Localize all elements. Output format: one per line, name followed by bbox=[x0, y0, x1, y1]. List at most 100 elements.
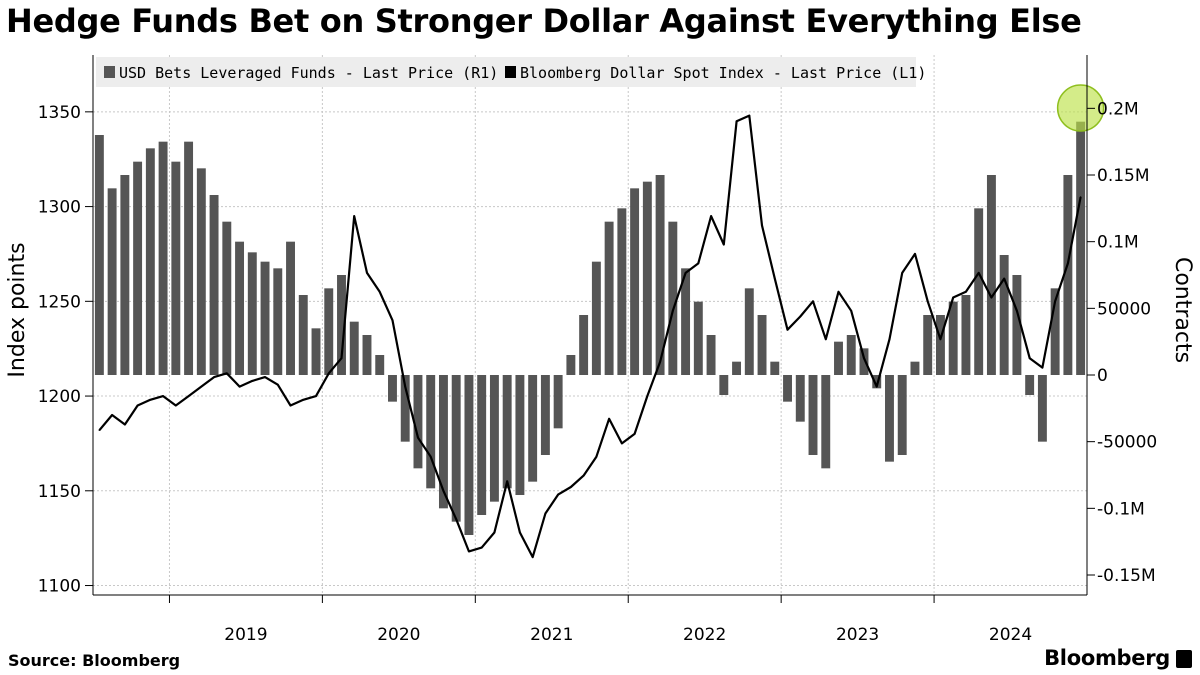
bar bbox=[388, 375, 397, 402]
highlight-circle bbox=[1056, 84, 1105, 132]
highlight-layer bbox=[1056, 84, 1105, 132]
bar bbox=[923, 315, 933, 375]
bar bbox=[133, 161, 143, 375]
line-point bbox=[570, 486, 572, 488]
bar bbox=[591, 261, 601, 375]
bar bbox=[222, 221, 232, 375]
line-point bbox=[417, 436, 419, 439]
bar bbox=[642, 181, 652, 375]
bar bbox=[579, 315, 589, 375]
bar bbox=[489, 375, 499, 502]
line-point bbox=[1003, 277, 1005, 280]
line-point bbox=[353, 215, 356, 217]
bar bbox=[337, 275, 346, 375]
line-point bbox=[748, 114, 751, 117]
line-point bbox=[1067, 262, 1069, 265]
bar bbox=[655, 175, 665, 375]
line-point bbox=[302, 399, 305, 401]
bar bbox=[362, 335, 372, 375]
bar bbox=[808, 375, 818, 455]
line-point bbox=[506, 480, 508, 483]
x-tick-label: 2021 bbox=[530, 625, 573, 645]
bar bbox=[885, 375, 894, 462]
bar bbox=[834, 341, 843, 375]
line-point bbox=[442, 489, 445, 492]
line-point bbox=[621, 442, 623, 445]
bar bbox=[872, 375, 882, 389]
y-left-tick-label: 1200 bbox=[38, 387, 81, 407]
line-point bbox=[187, 395, 190, 397]
bar bbox=[515, 375, 525, 495]
bar-series bbox=[94, 121, 1086, 535]
line-point bbox=[1054, 300, 1056, 303]
line-point bbox=[723, 243, 725, 246]
line-point bbox=[213, 376, 215, 378]
line-point bbox=[276, 383, 279, 386]
line-point bbox=[366, 272, 368, 274]
legend-label: USD Bets Leveraged Funds - Last Price (R… bbox=[119, 64, 498, 82]
bar bbox=[260, 261, 270, 375]
y-axis-left-title: Index points bbox=[5, 242, 30, 377]
bar bbox=[298, 295, 308, 375]
bar bbox=[349, 321, 359, 375]
bar bbox=[897, 375, 907, 455]
bar bbox=[324, 288, 334, 375]
line-point bbox=[493, 531, 496, 534]
bar bbox=[1050, 288, 1060, 375]
line-point bbox=[391, 319, 394, 322]
bloomberg-logo-icon bbox=[1176, 650, 1192, 668]
line-point bbox=[149, 399, 152, 401]
line-point bbox=[378, 291, 381, 293]
bar bbox=[757, 315, 767, 375]
line-point bbox=[633, 433, 636, 435]
line-point bbox=[582, 474, 585, 477]
line-point bbox=[111, 414, 113, 416]
bar bbox=[566, 355, 576, 375]
bar bbox=[719, 375, 729, 395]
line-point bbox=[238, 385, 241, 388]
y-left-tick-label: 1300 bbox=[38, 198, 81, 218]
bar bbox=[120, 175, 130, 375]
bar bbox=[999, 255, 1009, 375]
line-point bbox=[863, 357, 865, 359]
bar bbox=[196, 168, 206, 375]
x-tick-label: 2020 bbox=[377, 625, 420, 645]
y-left-tick-label: 1100 bbox=[38, 577, 81, 597]
bar bbox=[438, 375, 448, 509]
bar bbox=[744, 288, 754, 375]
bar bbox=[400, 375, 410, 442]
bar bbox=[668, 221, 678, 375]
line-point bbox=[672, 309, 674, 312]
bar bbox=[859, 348, 869, 375]
bar bbox=[910, 361, 920, 375]
bar bbox=[961, 295, 971, 375]
line-point bbox=[786, 328, 789, 331]
y-right-tick-label: 0 bbox=[1097, 366, 1108, 386]
grid bbox=[93, 55, 1087, 595]
line-path bbox=[98, 114, 1082, 559]
x-tick-label: 2019 bbox=[224, 625, 267, 645]
line-point bbox=[455, 518, 457, 521]
line-point bbox=[429, 455, 432, 458]
line-point bbox=[124, 423, 126, 426]
line-point bbox=[340, 357, 343, 359]
line-point bbox=[480, 546, 483, 549]
bar bbox=[986, 175, 996, 375]
legend-label: Bloomberg Dollar Spot Index - Last Price… bbox=[520, 64, 926, 82]
line-point bbox=[837, 291, 840, 293]
line-point bbox=[200, 385, 203, 388]
bar bbox=[540, 375, 550, 455]
bar bbox=[375, 355, 385, 375]
line-point bbox=[812, 300, 814, 303]
line-point bbox=[162, 395, 164, 397]
y-right-tick-label: 0.1M bbox=[1097, 233, 1139, 253]
bar bbox=[617, 208, 627, 375]
y-left-tick-label: 1350 bbox=[38, 103, 81, 123]
line-point bbox=[1028, 357, 1031, 359]
bar bbox=[273, 268, 283, 375]
bloomberg-logo: Bloomberg bbox=[1044, 646, 1170, 670]
line-point bbox=[544, 512, 547, 515]
bar bbox=[235, 241, 245, 375]
legend: USD Bets Leveraged Funds - Last Price (R… bbox=[96, 57, 926, 87]
legend-swatch bbox=[104, 66, 115, 78]
